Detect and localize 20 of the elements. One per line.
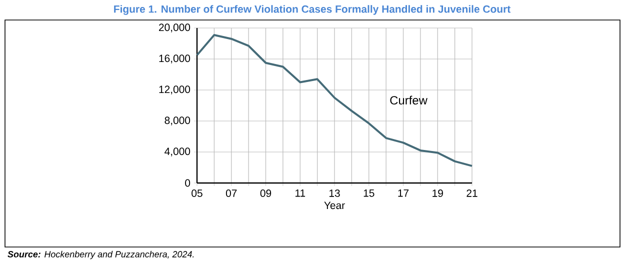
x-tick-label: 19 xyxy=(432,190,443,197)
text: Source: Hockenberry and Puzzanchera, 2024. xyxy=(8,250,194,260)
x-tick-label: 17 xyxy=(398,190,409,197)
y-tick-label: 16,000 xyxy=(159,54,190,64)
x-tick-label: 15 xyxy=(364,190,374,197)
text: Curfew xyxy=(390,96,428,105)
line-series xyxy=(196,34,474,167)
x-tick-label: 09 xyxy=(260,190,272,197)
y-tick-label: 20,000 xyxy=(159,24,190,32)
y-tick-label: 12,000 xyxy=(159,86,190,94)
x-tick-label: 21 xyxy=(466,190,478,197)
x-tick-label: 05 xyxy=(192,190,202,197)
x-tick-label: 11 xyxy=(295,190,306,197)
y-tick-label: 0 xyxy=(185,179,190,187)
y-tick-label: 4,000 xyxy=(164,148,190,156)
x-tick-label: 13 xyxy=(329,190,340,197)
chart-title: Figure 1. Number of Curfew Violation Cases Formally Handled in Juvenile Court xyxy=(114,5,510,15)
y-tick-label: 8,000 xyxy=(164,116,190,126)
x-tick-label: 07 xyxy=(226,190,237,197)
x-axis-title: Year xyxy=(324,202,345,210)
